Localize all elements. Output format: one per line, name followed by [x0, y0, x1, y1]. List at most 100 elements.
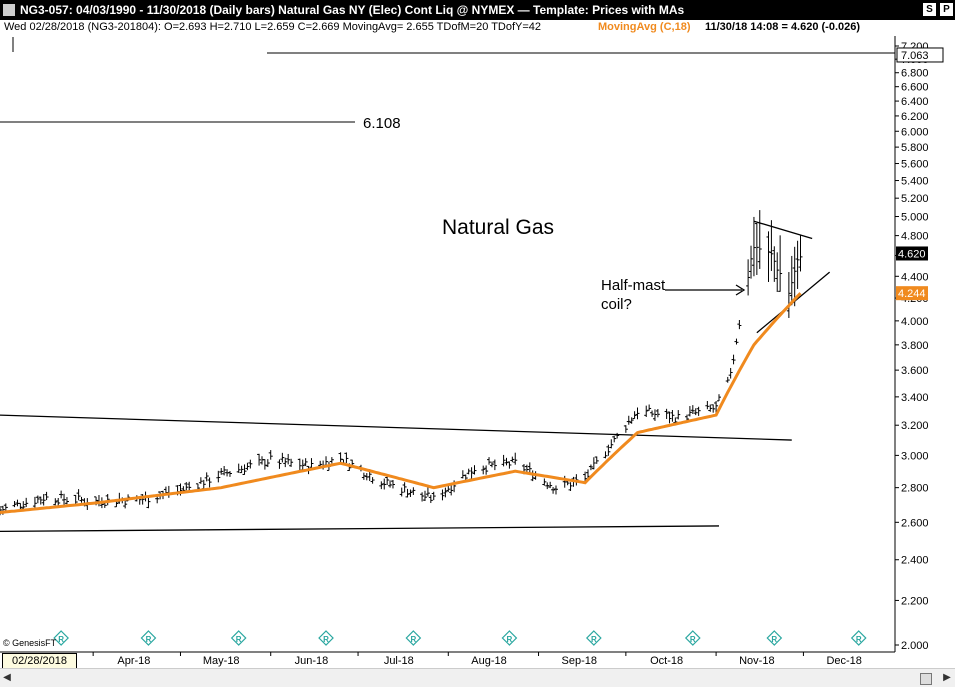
pattern-label-line2: coil?	[601, 296, 632, 313]
ohlc-bar	[789, 255, 794, 306]
roll-r-icon[interactable]: R	[405, 630, 422, 646]
roll-r-letter: R	[410, 635, 416, 644]
ohlc-bar	[24, 497, 29, 508]
ohlc-bar	[778, 235, 783, 292]
ohlc-bar	[670, 409, 675, 422]
roll-r-diamond	[585, 630, 602, 646]
ohlc-bar	[277, 459, 282, 469]
ohlc-bar	[548, 481, 553, 489]
ohlc-bar	[329, 457, 334, 464]
price-tick-label: 6.400	[901, 96, 929, 108]
ohlc-bar	[155, 495, 160, 504]
ohlc-bar	[652, 409, 657, 421]
roll-r-diamond	[53, 630, 69, 646]
ohlc-bar	[166, 485, 171, 498]
ohlc-bar	[489, 461, 494, 468]
p-button[interactable]: P	[940, 3, 953, 16]
ohlc-bar	[612, 435, 617, 443]
last-price-tag: 4.620	[898, 248, 926, 260]
roll-r-diamond	[850, 630, 867, 646]
ohlc-bar	[664, 408, 669, 419]
ma-legend: MovingAvg (C,18)	[598, 21, 691, 33]
roll-r-icon[interactable]: R	[766, 630, 783, 646]
ohlc-bar	[64, 497, 69, 505]
ohlc-bar	[714, 401, 719, 413]
ohlc-bar	[527, 462, 532, 473]
roll-r-icon[interactable]: R	[230, 630, 247, 646]
ohlc-bar	[423, 490, 427, 501]
price-tick-label: 2.400	[901, 555, 929, 567]
current-date-box: 02/28/2018	[2, 653, 77, 669]
ohlc-bar	[236, 463, 241, 473]
ohlc-bar	[38, 496, 43, 505]
ohlc-bar	[772, 246, 777, 282]
ohlc-bar	[3, 503, 8, 512]
ohlc-bar	[283, 457, 288, 468]
ohlc-bar	[79, 496, 84, 503]
roll-r-letter: R	[591, 635, 597, 644]
date-tick-label: Jun-18	[295, 655, 329, 667]
ohlc-bar	[504, 457, 509, 466]
level-label: 6.108	[363, 115, 401, 132]
ohlc-bar	[769, 220, 774, 271]
price-tick-label: 5.000	[901, 212, 929, 224]
ohlc-bar	[248, 459, 253, 469]
date-tick-label: Oct-18	[650, 655, 683, 667]
scroll-right-icon[interactable]: ▶	[943, 672, 951, 683]
roll-r-icon[interactable]: R	[53, 630, 69, 646]
price-tick-label: 5.200	[901, 193, 929, 205]
s-button[interactable]: S	[923, 3, 936, 16]
date-tick-label: Sep-18	[562, 655, 597, 667]
roll-r-icon[interactable]: R	[684, 630, 701, 646]
ohlc-bar	[262, 459, 267, 470]
roll-r-letter: R	[323, 635, 329, 644]
ohlc-bar	[795, 240, 800, 289]
ohlc-bar	[35, 495, 40, 504]
price-tick-label: 3.800	[901, 340, 929, 352]
roll-r-letter: R	[507, 635, 513, 644]
ohlc-bar	[711, 404, 716, 413]
roll-r-icon[interactable]: R	[501, 630, 518, 646]
scroll-thumb[interactable]	[920, 673, 932, 685]
ohlc-bar	[708, 404, 713, 412]
ohlc-bar	[428, 494, 433, 504]
price-tick-label: 6.000	[901, 126, 929, 138]
ohlc-bar	[382, 478, 387, 490]
ohlc-bar	[667, 411, 672, 424]
ohlc-bar	[507, 461, 512, 469]
ohlc-bar	[524, 464, 529, 473]
ohlc-bar	[481, 465, 486, 475]
ohlc-bar	[146, 496, 151, 509]
roll-r-icon[interactable]: R	[850, 630, 867, 646]
ohlc-bar	[629, 417, 634, 424]
ohlc-bar	[553, 485, 558, 495]
scroll-left-icon[interactable]: ◀	[3, 672, 11, 683]
ohlc-bar	[693, 408, 698, 416]
ohlc-bar	[606, 444, 611, 456]
ohlc-bar	[440, 489, 445, 501]
ohlc-bar	[222, 465, 227, 476]
roll-r-icon[interactable]: R	[140, 630, 157, 646]
roll-r-diamond	[684, 630, 701, 646]
last-price-tag-box	[896, 246, 928, 261]
roll-r-icon[interactable]: R	[318, 630, 334, 646]
ohlc-bar	[510, 456, 515, 463]
ohlc-bar	[239, 465, 244, 474]
horizontal-scrollbar[interactable]: ◀ ▶	[0, 668, 955, 687]
ohlc-bar	[204, 472, 209, 482]
ohlc-bar	[402, 482, 407, 493]
ohlc-bar	[32, 496, 37, 509]
roll-r-letter: R	[58, 635, 64, 644]
ohlc-bar	[361, 472, 366, 480]
ohlc-bar	[53, 498, 58, 506]
ohlc-bar	[187, 481, 192, 491]
price-chart[interactable]: 6.108 Natural Gas Half-mast coil? 7.2007…	[0, 34, 955, 668]
ohlc-bar	[411, 487, 416, 495]
ohlc-bar	[626, 415, 631, 425]
roll-r-icon[interactable]: R	[585, 630, 602, 646]
roll-r-diamond	[501, 630, 518, 646]
ohlc-bar	[297, 458, 302, 471]
ohlc-bar	[184, 482, 189, 491]
roll-r-diamond	[230, 630, 247, 646]
